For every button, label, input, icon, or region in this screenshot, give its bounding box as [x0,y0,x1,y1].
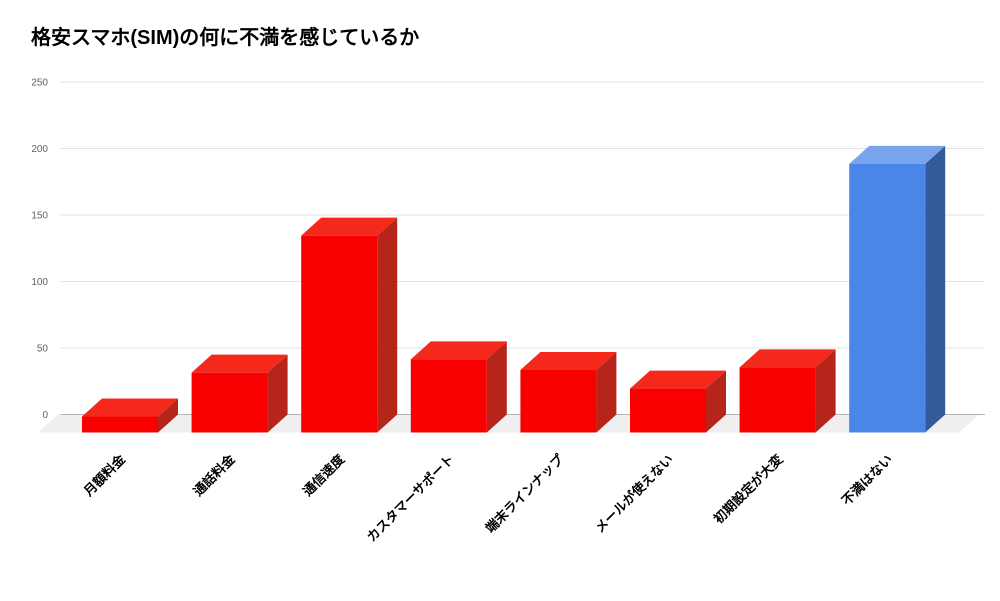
bar-top-face [520,351,617,370]
bar-top-face [410,341,507,360]
bar-top-face [301,217,398,236]
bar-front-face [82,416,158,433]
x-axis-label-6: 初期設定が大変 [711,452,786,527]
bar-front-face [520,369,597,433]
y-axis-tick-label-100: 100 [31,277,48,288]
bar-side-face [486,341,507,433]
bar-side-face [815,349,836,433]
bar-3[interactable] [410,341,507,433]
bar-side-face [925,145,946,433]
bar-1[interactable] [191,354,288,433]
bar-6[interactable] [739,349,836,433]
chart-floor [38,414,979,433]
bar-front-face [630,388,706,433]
bar-4[interactable] [520,351,617,433]
bar-0[interactable] [82,398,178,433]
bar-side-face [596,351,617,433]
bar-front-face [191,372,268,433]
bar-front-face [301,235,378,433]
bar-side-face [706,370,726,433]
bar-7[interactable] [849,145,946,433]
x-axis-label-2: 通信速度 [300,451,348,499]
x-axis-label-3: カスタマーサポート [364,452,457,545]
y-axis-tick-label-0: 0 [42,410,48,421]
bar-side-face [377,217,398,433]
bar-front-face [739,367,816,433]
bar-top-face [82,398,178,417]
y-axis-tick-label-150: 150 [31,211,48,222]
chart-title: 格安スマホ(SIM)の何に不満を感じているか [31,27,420,49]
bar-side-face [267,354,288,433]
bar-front-face [849,163,926,433]
bar-front-face [410,359,487,433]
y-axis-tick-label-250: 250 [31,78,48,89]
bar-2[interactable] [301,217,398,433]
x-axis-label-4: 端末ラインナップ [482,451,567,536]
bar-top-face [630,370,726,389]
bar-5[interactable] [630,370,726,433]
bar-top-face [739,349,836,368]
bar-top-face [191,354,288,373]
y-axis-tick-label-50: 50 [37,344,49,355]
bar-side-face [158,398,178,433]
bar-top-face [849,145,946,164]
x-axis-label-1: 通話料金 [190,451,238,499]
x-axis-label-7: 不満はない [839,452,896,509]
x-axis-label-5: メールが使えない [592,452,676,536]
x-axis-label-0: 月額料金 [80,451,129,500]
y-axis-tick-label-200: 200 [31,144,48,155]
